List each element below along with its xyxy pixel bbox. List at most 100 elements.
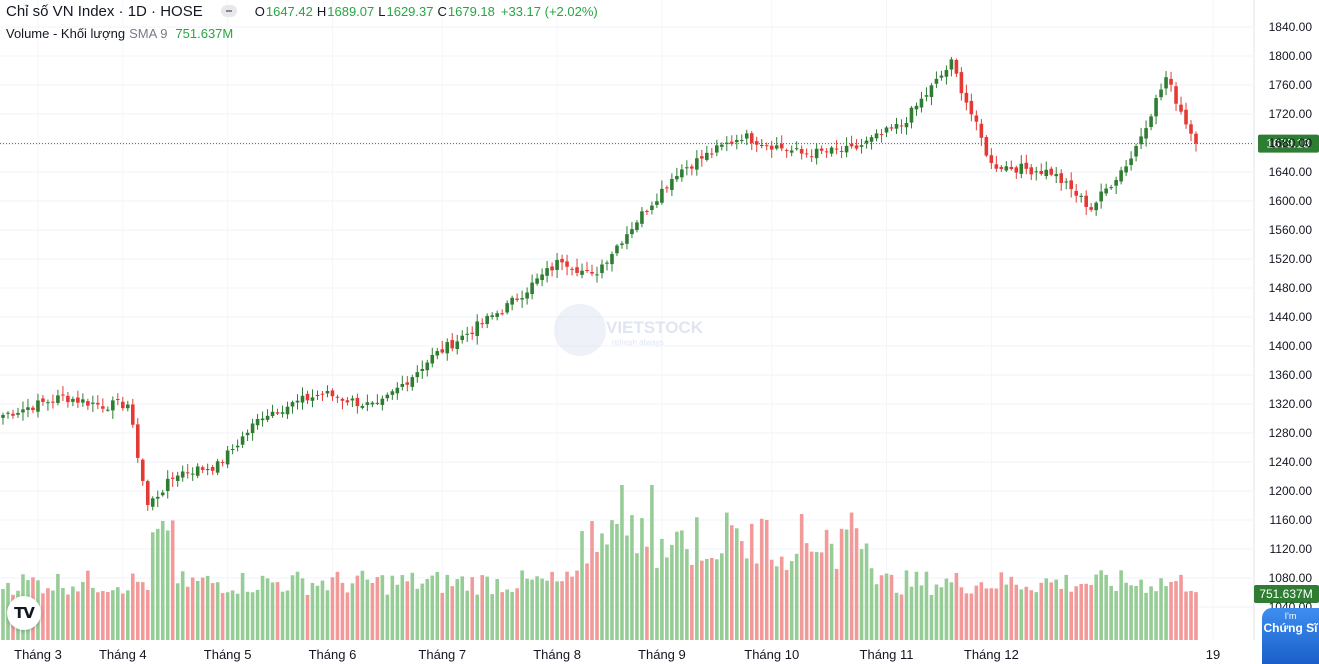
volume-bar: [255, 589, 260, 640]
volume-bar: [1114, 590, 1118, 640]
candle-body: [994, 164, 999, 169]
candle-body: [1079, 195, 1083, 197]
time-axis[interactable]: Tháng 3 Tháng 4 Tháng 5 Tháng 6 Tháng 7 Tháng…: [14, 647, 1220, 662]
candle-body: [1114, 179, 1118, 186]
candle-body: [1129, 158, 1133, 166]
volume-bar: [1109, 585, 1113, 640]
candle-body: [51, 401, 55, 403]
volume-bar: [1164, 586, 1168, 640]
volume-bar: [106, 592, 110, 640]
candle-body: [86, 401, 90, 406]
volume-bar: [794, 553, 799, 640]
volume-bar: [305, 594, 310, 640]
candle-body: [250, 423, 255, 434]
volume-bar: [1054, 579, 1059, 640]
low-label: L: [378, 3, 386, 19]
volume-bar: [754, 563, 759, 640]
candle-body: [729, 141, 734, 144]
candle-body: [455, 341, 460, 350]
candle-body: [719, 144, 724, 147]
candle-body: [859, 145, 864, 147]
volume-bar: [525, 578, 529, 640]
candle-body: [275, 412, 280, 414]
candle-body: [1189, 124, 1193, 134]
volume-bar: [615, 523, 619, 640]
promo-badge[interactable]: I'm Chứng Sĩ: [1262, 608, 1319, 664]
volume-bar: [91, 587, 95, 640]
candle-body: [375, 402, 380, 404]
volume-bar: [1124, 582, 1128, 640]
price-axis[interactable]: 1840.00 1800.00 1760.00 1720.00 1680.00 1640.…: [1269, 20, 1313, 614]
volume-bar: [749, 523, 754, 640]
candle-body: [71, 398, 75, 402]
candle-body: [829, 147, 834, 154]
price-tick-label: 1760.00: [1269, 78, 1313, 92]
candle-body: [794, 148, 799, 150]
volume-bar: [1119, 570, 1123, 640]
candle-body: [180, 471, 185, 478]
candle-body: [844, 145, 849, 153]
symbol-title[interactable]: Chỉ số VN Index · 1D · HOSE: [6, 2, 203, 20]
candle-body: [620, 243, 624, 246]
volume-bar: [899, 594, 904, 640]
candle-body: [460, 335, 465, 341]
candle-body: [1104, 188, 1108, 194]
volume-bar: [135, 581, 140, 640]
volume-bar: [705, 558, 709, 640]
candle-body: [889, 127, 894, 129]
candle-body: [121, 401, 125, 409]
volume-bar: [395, 584, 400, 640]
close-value: 1679.18: [447, 3, 495, 19]
volume-bar: [814, 551, 819, 640]
candle-body: [690, 166, 694, 169]
tradingview-logo-icon[interactable]: TV: [7, 596, 41, 630]
candle-body: [160, 492, 165, 496]
volume-bar: [505, 589, 509, 640]
candle-body: [365, 402, 370, 405]
volume-bar: [130, 573, 135, 640]
candle-body: [1024, 162, 1029, 169]
candle-body: [739, 140, 744, 142]
candle-body: [1089, 207, 1093, 210]
volume-legend[interactable]: Volume - Khối lượng SMA 9 751.637M: [6, 23, 233, 43]
candle-body: [415, 372, 420, 378]
last-volume-label: 751.637M: [1259, 587, 1312, 601]
candle-body: [744, 133, 749, 139]
candle-body: [784, 150, 789, 152]
candle-body: [650, 205, 654, 211]
volume-bar: [620, 485, 624, 640]
candle-body: [999, 166, 1004, 170]
volume-bar: [121, 593, 125, 640]
candle-body: [305, 393, 310, 401]
candle-body: [700, 156, 704, 159]
volume-bar: [475, 594, 480, 640]
volume-bar: [1019, 589, 1024, 640]
volume-bar: [490, 594, 494, 640]
volume-bar: [275, 582, 280, 640]
volume-bar: [415, 588, 420, 640]
candle-body: [300, 395, 305, 403]
candle-body: [884, 127, 889, 133]
candle-body: [91, 402, 95, 404]
volume-bar: [1, 589, 5, 640]
volume-bar: [580, 531, 584, 640]
volume-bar: [884, 573, 889, 640]
candle-body: [400, 384, 405, 387]
volume-bar: [170, 520, 175, 640]
legend-collapse-icon[interactable]: [220, 5, 237, 17]
last-price-label: 1679.18: [1266, 137, 1310, 151]
candle-body: [200, 467, 205, 470]
candle-body: [61, 394, 65, 396]
candle-body: [220, 462, 225, 464]
candle-body: [804, 153, 809, 155]
volume-bar: [700, 560, 704, 640]
candle-body: [565, 261, 569, 267]
volume-bar: [904, 570, 909, 640]
candle-body: [495, 313, 499, 317]
candle-body: [1059, 173, 1064, 184]
candle-body: [116, 399, 120, 401]
low-value: 1629.37: [386, 3, 434, 19]
volume-bar: [140, 582, 145, 640]
candle-body: [320, 393, 325, 395]
